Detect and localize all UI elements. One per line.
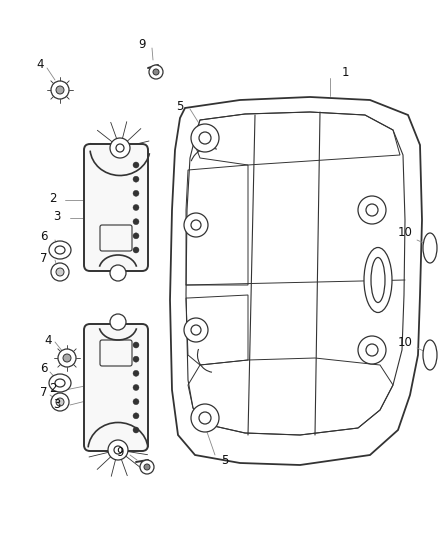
Circle shape <box>51 393 69 411</box>
Text: 6: 6 <box>40 230 48 243</box>
Circle shape <box>366 204 378 216</box>
Circle shape <box>110 314 126 330</box>
Circle shape <box>153 69 159 75</box>
Circle shape <box>63 354 71 362</box>
Circle shape <box>133 176 139 182</box>
Circle shape <box>51 81 69 99</box>
Circle shape <box>133 427 139 433</box>
Text: 10: 10 <box>398 335 413 349</box>
Circle shape <box>133 219 139 225</box>
Circle shape <box>358 336 386 364</box>
Text: 6: 6 <box>40 361 48 375</box>
Circle shape <box>51 263 69 281</box>
Text: 7: 7 <box>40 252 48 264</box>
Circle shape <box>56 86 64 94</box>
Circle shape <box>133 190 139 196</box>
Ellipse shape <box>423 233 437 263</box>
Text: 5: 5 <box>177 100 184 112</box>
Ellipse shape <box>423 340 437 370</box>
Circle shape <box>191 220 201 230</box>
Circle shape <box>133 233 139 239</box>
Text: 3: 3 <box>53 209 61 222</box>
Circle shape <box>199 412 211 424</box>
Text: 2: 2 <box>49 382 57 394</box>
Text: 5: 5 <box>221 454 229 466</box>
Circle shape <box>191 124 219 152</box>
Circle shape <box>140 460 154 474</box>
Circle shape <box>149 65 163 79</box>
Ellipse shape <box>49 374 71 392</box>
Text: 3: 3 <box>53 398 61 410</box>
Circle shape <box>58 349 76 367</box>
FancyBboxPatch shape <box>84 324 148 451</box>
Circle shape <box>184 213 208 237</box>
Ellipse shape <box>364 247 392 312</box>
Circle shape <box>108 440 128 460</box>
Text: 4: 4 <box>44 334 52 346</box>
Circle shape <box>133 247 139 253</box>
Circle shape <box>144 464 150 470</box>
Circle shape <box>199 132 211 144</box>
Circle shape <box>133 342 139 348</box>
Circle shape <box>133 162 139 168</box>
Circle shape <box>133 399 139 405</box>
Ellipse shape <box>55 246 65 254</box>
FancyBboxPatch shape <box>84 144 148 271</box>
Circle shape <box>110 138 130 158</box>
Circle shape <box>110 265 126 281</box>
Circle shape <box>133 205 139 211</box>
Text: 1: 1 <box>341 67 349 79</box>
Circle shape <box>133 384 139 391</box>
Text: 9: 9 <box>138 37 146 51</box>
Circle shape <box>56 268 64 276</box>
Circle shape <box>133 356 139 362</box>
Text: 4: 4 <box>36 58 44 70</box>
Text: 2: 2 <box>49 191 57 205</box>
Circle shape <box>358 196 386 224</box>
Circle shape <box>133 413 139 419</box>
Ellipse shape <box>55 379 65 387</box>
Text: 10: 10 <box>398 225 413 238</box>
Circle shape <box>133 370 139 376</box>
Circle shape <box>191 404 219 432</box>
Circle shape <box>56 398 64 406</box>
Ellipse shape <box>49 241 71 259</box>
Circle shape <box>191 325 201 335</box>
Ellipse shape <box>371 257 385 303</box>
Text: 9: 9 <box>116 446 124 458</box>
Text: 7: 7 <box>40 385 48 399</box>
Circle shape <box>184 318 208 342</box>
Circle shape <box>366 344 378 356</box>
